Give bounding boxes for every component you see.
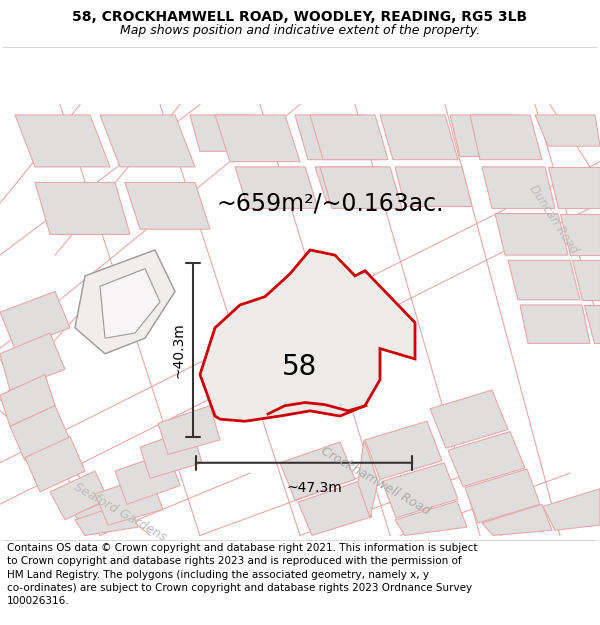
Polygon shape (0, 374, 55, 426)
Polygon shape (508, 261, 580, 300)
Polygon shape (295, 115, 378, 159)
Polygon shape (450, 115, 525, 156)
Polygon shape (584, 305, 600, 343)
Polygon shape (75, 250, 175, 354)
Text: ~659m²/~0.163ac.: ~659m²/~0.163ac. (216, 191, 444, 215)
Polygon shape (465, 469, 540, 523)
Polygon shape (365, 421, 442, 479)
Polygon shape (543, 489, 600, 530)
Text: Duncan Road: Duncan Road (526, 182, 580, 256)
Text: 58, CROCKHAMWELL ROAD, WOODLEY, READING, RG5 3LB: 58, CROCKHAMWELL ROAD, WOODLEY, READING,… (73, 11, 527, 24)
Polygon shape (200, 250, 415, 421)
Polygon shape (482, 504, 552, 536)
Polygon shape (125, 182, 210, 229)
Polygon shape (560, 214, 600, 255)
Text: Map shows position and indicative extent of the property.: Map shows position and indicative extent… (120, 24, 480, 37)
Polygon shape (310, 115, 388, 159)
Polygon shape (95, 475, 163, 525)
Polygon shape (100, 269, 160, 338)
Polygon shape (382, 462, 458, 518)
Polygon shape (470, 115, 542, 159)
Polygon shape (158, 406, 220, 454)
Polygon shape (482, 167, 555, 208)
Polygon shape (140, 429, 202, 478)
Text: ~40.3m: ~40.3m (171, 322, 185, 378)
Text: 58: 58 (283, 353, 317, 381)
Polygon shape (448, 432, 525, 487)
Polygon shape (298, 481, 372, 536)
Text: Seaford Gardens: Seaford Gardens (71, 481, 169, 544)
Polygon shape (320, 167, 402, 208)
Polygon shape (75, 496, 128, 536)
Polygon shape (235, 167, 318, 208)
Polygon shape (430, 390, 508, 448)
Text: ~47.3m: ~47.3m (286, 481, 342, 496)
Polygon shape (25, 437, 85, 492)
Polygon shape (395, 501, 467, 536)
Polygon shape (535, 115, 600, 146)
Polygon shape (100, 115, 195, 167)
Polygon shape (0, 333, 65, 390)
Polygon shape (0, 291, 70, 349)
Polygon shape (10, 406, 70, 461)
Polygon shape (548, 167, 600, 208)
Text: Crockhamwell Road: Crockhamwell Road (318, 445, 432, 518)
Polygon shape (15, 115, 110, 167)
Polygon shape (380, 115, 458, 159)
Polygon shape (520, 305, 590, 343)
Polygon shape (572, 261, 600, 300)
Polygon shape (315, 167, 392, 203)
Text: Contains OS data © Crown copyright and database right 2021. This information is : Contains OS data © Crown copyright and d… (7, 543, 478, 606)
Polygon shape (280, 442, 355, 500)
Polygon shape (50, 471, 108, 520)
Polygon shape (115, 452, 180, 504)
Polygon shape (75, 503, 138, 536)
Polygon shape (215, 115, 300, 162)
Polygon shape (190, 115, 265, 151)
Polygon shape (395, 167, 472, 206)
Polygon shape (35, 182, 130, 234)
Polygon shape (358, 440, 378, 518)
Polygon shape (495, 214, 568, 255)
